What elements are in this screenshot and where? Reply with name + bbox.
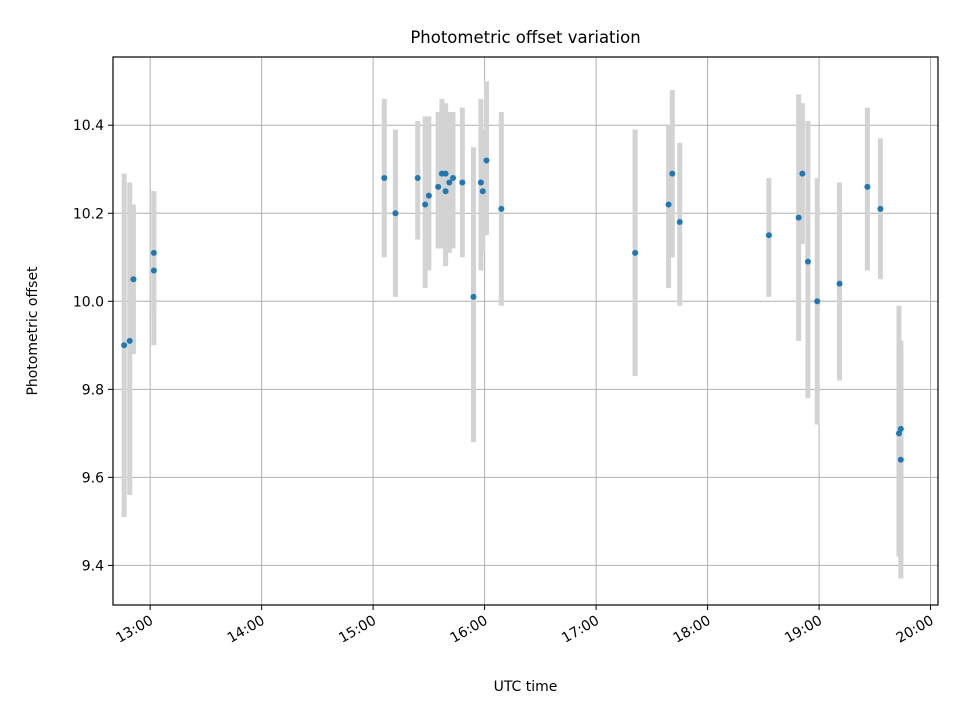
y-tick-label: 10.2 (73, 206, 104, 222)
data-point (425, 192, 432, 199)
grid (113, 57, 938, 605)
data-point (150, 267, 157, 274)
y-tick-label: 9.8 (82, 382, 104, 398)
x-tick-label: 18:00 (671, 613, 714, 647)
data-point (150, 249, 157, 256)
data-point (130, 276, 137, 283)
data-point (450, 175, 457, 182)
error-bars (121, 81, 904, 579)
data-point (477, 179, 484, 186)
data-point (864, 183, 871, 190)
data-point (897, 425, 904, 432)
y-tick-label: 10.4 (73, 118, 104, 134)
x-tick-label: 16:00 (448, 613, 491, 647)
y-tick-label: 9.6 (82, 470, 104, 486)
data-point (470, 293, 477, 300)
x-axis-label: UTC time (494, 679, 558, 695)
data-point (422, 201, 429, 208)
data-point (381, 175, 388, 182)
data-point (126, 337, 133, 344)
x-tick-label: 19:00 (782, 613, 825, 647)
x-tick-label: 15:00 (336, 613, 379, 647)
x-tick-label: 17:00 (559, 613, 602, 647)
data-point (459, 179, 466, 186)
y-tick-label: 9.4 (82, 558, 104, 574)
axes-frame (112, 56, 939, 606)
data-point (483, 157, 490, 164)
data-point (836, 280, 843, 287)
data-point (877, 205, 884, 212)
data-point (765, 232, 772, 239)
chart-title: Photometric offset variation (410, 28, 640, 47)
data-point (121, 342, 128, 349)
data-point (435, 183, 442, 190)
data-point (392, 210, 399, 217)
data-points (121, 157, 904, 463)
data-point (442, 188, 449, 195)
data-point (632, 249, 639, 256)
data-point (814, 298, 821, 305)
x-tick-label: 13:00 (113, 613, 156, 647)
data-point (665, 201, 672, 208)
data-point (799, 170, 806, 177)
x-tick-label: 14:00 (225, 613, 268, 647)
data-point (897, 456, 904, 463)
data-point (669, 170, 676, 177)
data-point (479, 188, 486, 195)
data-point (804, 258, 811, 265)
data-point (795, 214, 802, 221)
data-point (498, 205, 505, 212)
x-tick-label: 20:00 (894, 613, 937, 647)
data-point (446, 179, 453, 186)
data-point (676, 219, 683, 226)
data-point (442, 170, 449, 177)
data-point (414, 175, 421, 182)
y-axis-label: Photometric offset (25, 266, 41, 396)
y-tick-label: 10.0 (73, 294, 104, 310)
